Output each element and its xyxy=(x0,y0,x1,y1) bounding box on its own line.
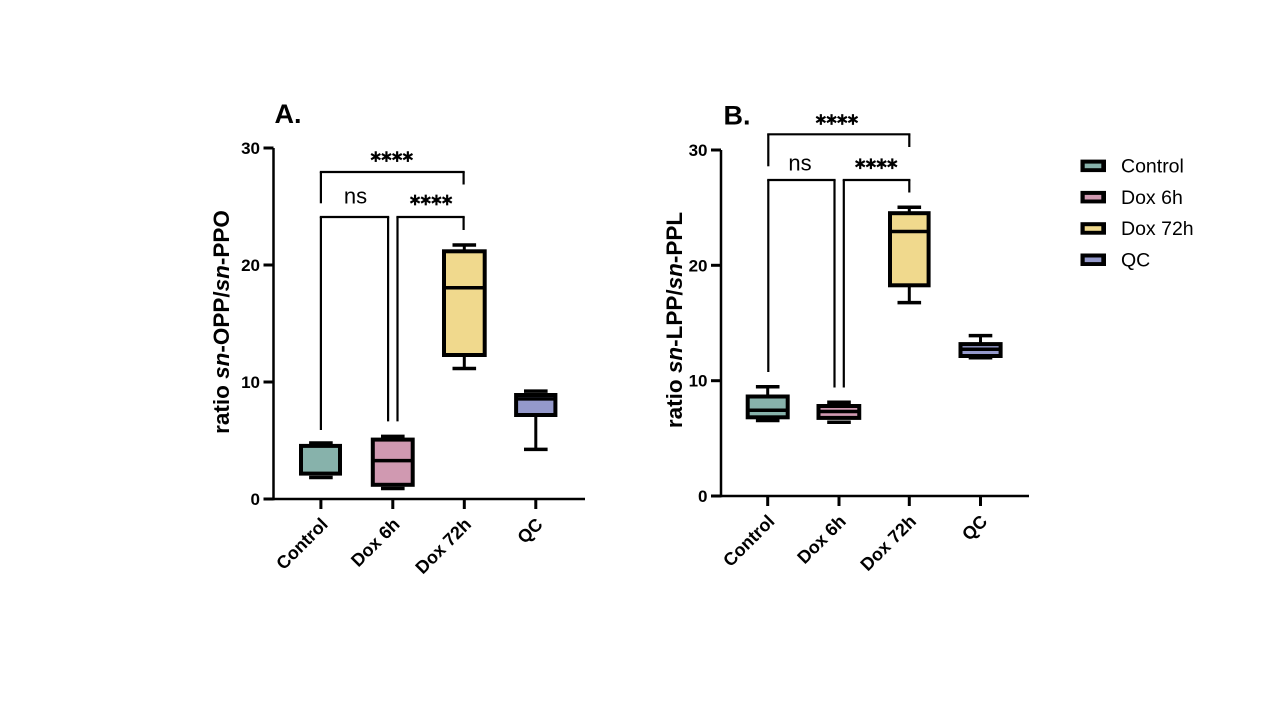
svg-text:B.: B. xyxy=(724,101,751,131)
svg-text:Dox 72h: Dox 72h xyxy=(1121,218,1194,240)
svg-text:30: 30 xyxy=(689,141,708,160)
svg-text:20: 20 xyxy=(241,256,260,275)
svg-text:30: 30 xyxy=(241,139,260,158)
svg-text:10: 10 xyxy=(689,372,708,391)
svg-text:Control: Control xyxy=(1121,156,1184,178)
svg-text:10: 10 xyxy=(241,373,260,392)
svg-text:ratio sn-OPP/sn-PPO: ratio sn-OPP/sn-PPO xyxy=(209,210,234,434)
svg-text:0: 0 xyxy=(698,487,707,506)
svg-text:ns: ns xyxy=(788,151,811,176)
svg-text:QC: QC xyxy=(1121,249,1150,271)
svg-text:0: 0 xyxy=(251,490,260,509)
svg-text:Dox 6h: Dox 6h xyxy=(1121,187,1183,209)
svg-text:20: 20 xyxy=(689,256,708,275)
svg-text:ratio sn-LPP/sn-PPL: ratio sn-LPP/sn-PPL xyxy=(662,212,687,429)
svg-text:A.: A. xyxy=(275,99,302,129)
svg-text:ns: ns xyxy=(344,184,367,209)
